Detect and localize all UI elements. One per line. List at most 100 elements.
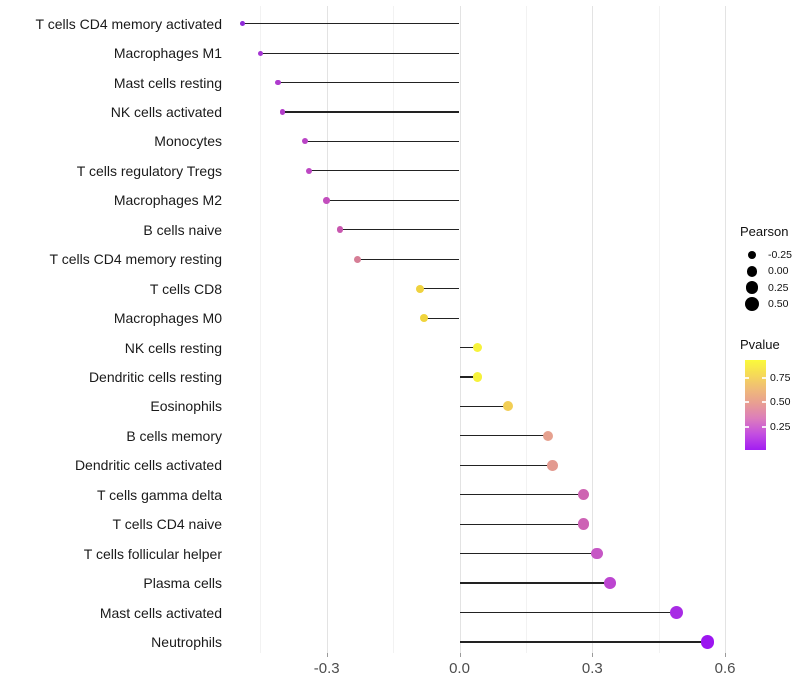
lollipop-segment	[459, 553, 597, 555]
lollipop-dot	[279, 109, 286, 115]
category-label: Macrophages M2	[113, 192, 222, 209]
pearson-legend-dot-cell	[740, 281, 764, 294]
pearson-legend-entries: -0.25 0.00 0.25 0.50	[740, 247, 800, 312]
lollipop-segment	[282, 111, 460, 113]
lollipop-dot	[577, 489, 590, 501]
lollipop-dot	[415, 284, 424, 293]
lollipop-dot	[257, 50, 263, 56]
pearson-legend-entry: 0.00	[740, 263, 800, 279]
gridline-major	[592, 6, 594, 653]
lollipop-dot	[472, 372, 482, 382]
category-label: B cells naive	[143, 221, 222, 238]
category-label: T cells CD4 memory resting	[49, 251, 222, 268]
gridline-minor	[658, 6, 660, 653]
category-label: Mast cells resting	[113, 74, 222, 91]
lollipop-segment	[326, 199, 460, 201]
lollipop-segment	[242, 23, 460, 25]
pvalue-gradient-tick	[745, 401, 749, 403]
pearson-legend-value: 0.00	[768, 265, 789, 278]
lollipop-dot	[503, 401, 514, 412]
lollipop-dot	[472, 342, 482, 353]
category-label: NK cells resting	[124, 339, 222, 356]
lollipop-dot	[577, 518, 590, 530]
pvalue-legend-value: 0.75	[770, 372, 791, 384]
x-axis-tick	[459, 653, 461, 657]
category-label: Dendritic cells resting	[88, 368, 222, 385]
lollipop-dot	[419, 313, 429, 323]
pearson-legend-entry: 0.25	[740, 280, 800, 296]
lollipop-dot	[354, 255, 362, 263]
pvalue-gradient-tick	[745, 426, 749, 428]
lollipop-segment	[459, 435, 549, 437]
pvalue-gradient-bar	[745, 360, 766, 450]
lollipop-dot	[700, 635, 715, 649]
pearson-legend-value: 0.50	[768, 298, 789, 311]
x-axis-tick-label: 0.6	[714, 660, 736, 677]
lollipop-dot	[301, 138, 308, 145]
category-label: T cells gamma delta	[96, 486, 222, 503]
pearson-legend-dot-cell	[740, 251, 764, 260]
gridline-major	[725, 6, 727, 653]
lollipop-dot	[336, 226, 344, 234]
x-axis-tick-label: 0.0	[449, 660, 470, 677]
lollipop-segment	[459, 346, 478, 349]
category-label: T cells CD8	[149, 280, 222, 297]
lollipop-segment	[304, 140, 460, 143]
lollipop-segment	[459, 494, 584, 496]
x-axis-tick-label: 0.3	[581, 660, 603, 677]
lollipop-segment	[459, 376, 478, 378]
pvalue-gradient-tick	[762, 401, 766, 403]
category-label: T cells CD4 naive	[112, 516, 222, 533]
lollipop-dot	[240, 21, 245, 27]
pearson-legend-dot-icon	[745, 281, 759, 294]
category-label: T cells CD4 memory activated	[35, 15, 222, 32]
pvalue-gradient-tick	[762, 377, 766, 379]
pvalue-gradient-tick	[745, 377, 749, 379]
pvalue-gradient-tick	[762, 426, 766, 428]
lollipop-segment	[459, 405, 509, 407]
pvalue-legend-value: 0.50	[770, 396, 791, 408]
pearson-legend-dot-icon	[744, 296, 760, 312]
lollipop-dot	[590, 547, 603, 560]
lollipop-dot	[547, 459, 558, 471]
category-label: Monocytes	[154, 133, 222, 150]
pearson-legend-value: -0.25	[768, 249, 792, 262]
lollipop-dot	[542, 430, 554, 442]
lollipop-segment	[277, 81, 460, 84]
pearson-legend-dot-icon	[748, 251, 756, 260]
pearson-legend-dot-icon	[746, 266, 758, 277]
lollipop-segment	[459, 464, 553, 466]
lollipop-segment	[459, 582, 611, 584]
category-label: Dendritic cells activated	[74, 457, 222, 474]
lollipop-segment	[459, 611, 677, 614]
pearson-legend-entry: 0.50	[740, 296, 800, 312]
pearson-legend-dot-cell	[740, 266, 764, 277]
category-label: Neutrophils	[151, 633, 222, 650]
lollipop-dot	[604, 577, 616, 589]
lollipop-dot	[323, 197, 330, 204]
x-axis-tick	[725, 653, 727, 657]
pvalue-color-legend: Pvalue 0.75 0.50 0.25	[740, 337, 800, 455]
category-label: Eosinophils	[150, 398, 222, 415]
gridline-minor	[260, 6, 262, 653]
lollipop-segment	[339, 229, 460, 231]
category-label: Macrophages M0	[113, 310, 222, 327]
pearson-legend-entry: -0.25	[740, 247, 800, 263]
category-label: Macrophages M1	[113, 45, 222, 62]
category-label: Mast cells activated	[99, 604, 222, 621]
pearson-legend-dot-cell	[740, 296, 764, 312]
pearson-legend-title: Pearson	[740, 224, 789, 239]
lollipop-dot	[669, 605, 683, 620]
lollipop-segment	[260, 52, 460, 54]
gridline-major	[459, 6, 461, 653]
gridline-minor	[525, 6, 527, 653]
gridline-minor	[393, 6, 395, 653]
lollipop-segment	[459, 523, 584, 525]
lollipop-segment	[459, 641, 708, 643]
pvalue-legend-title: Pvalue	[740, 337, 780, 352]
x-axis-tick-label: -0.3	[313, 660, 340, 677]
pearson-size-legend: Pearson -0.25 0.00 0.25 0.50	[740, 224, 800, 312]
category-label: NK cells activated	[110, 104, 222, 121]
lollipop-dot	[275, 79, 281, 86]
